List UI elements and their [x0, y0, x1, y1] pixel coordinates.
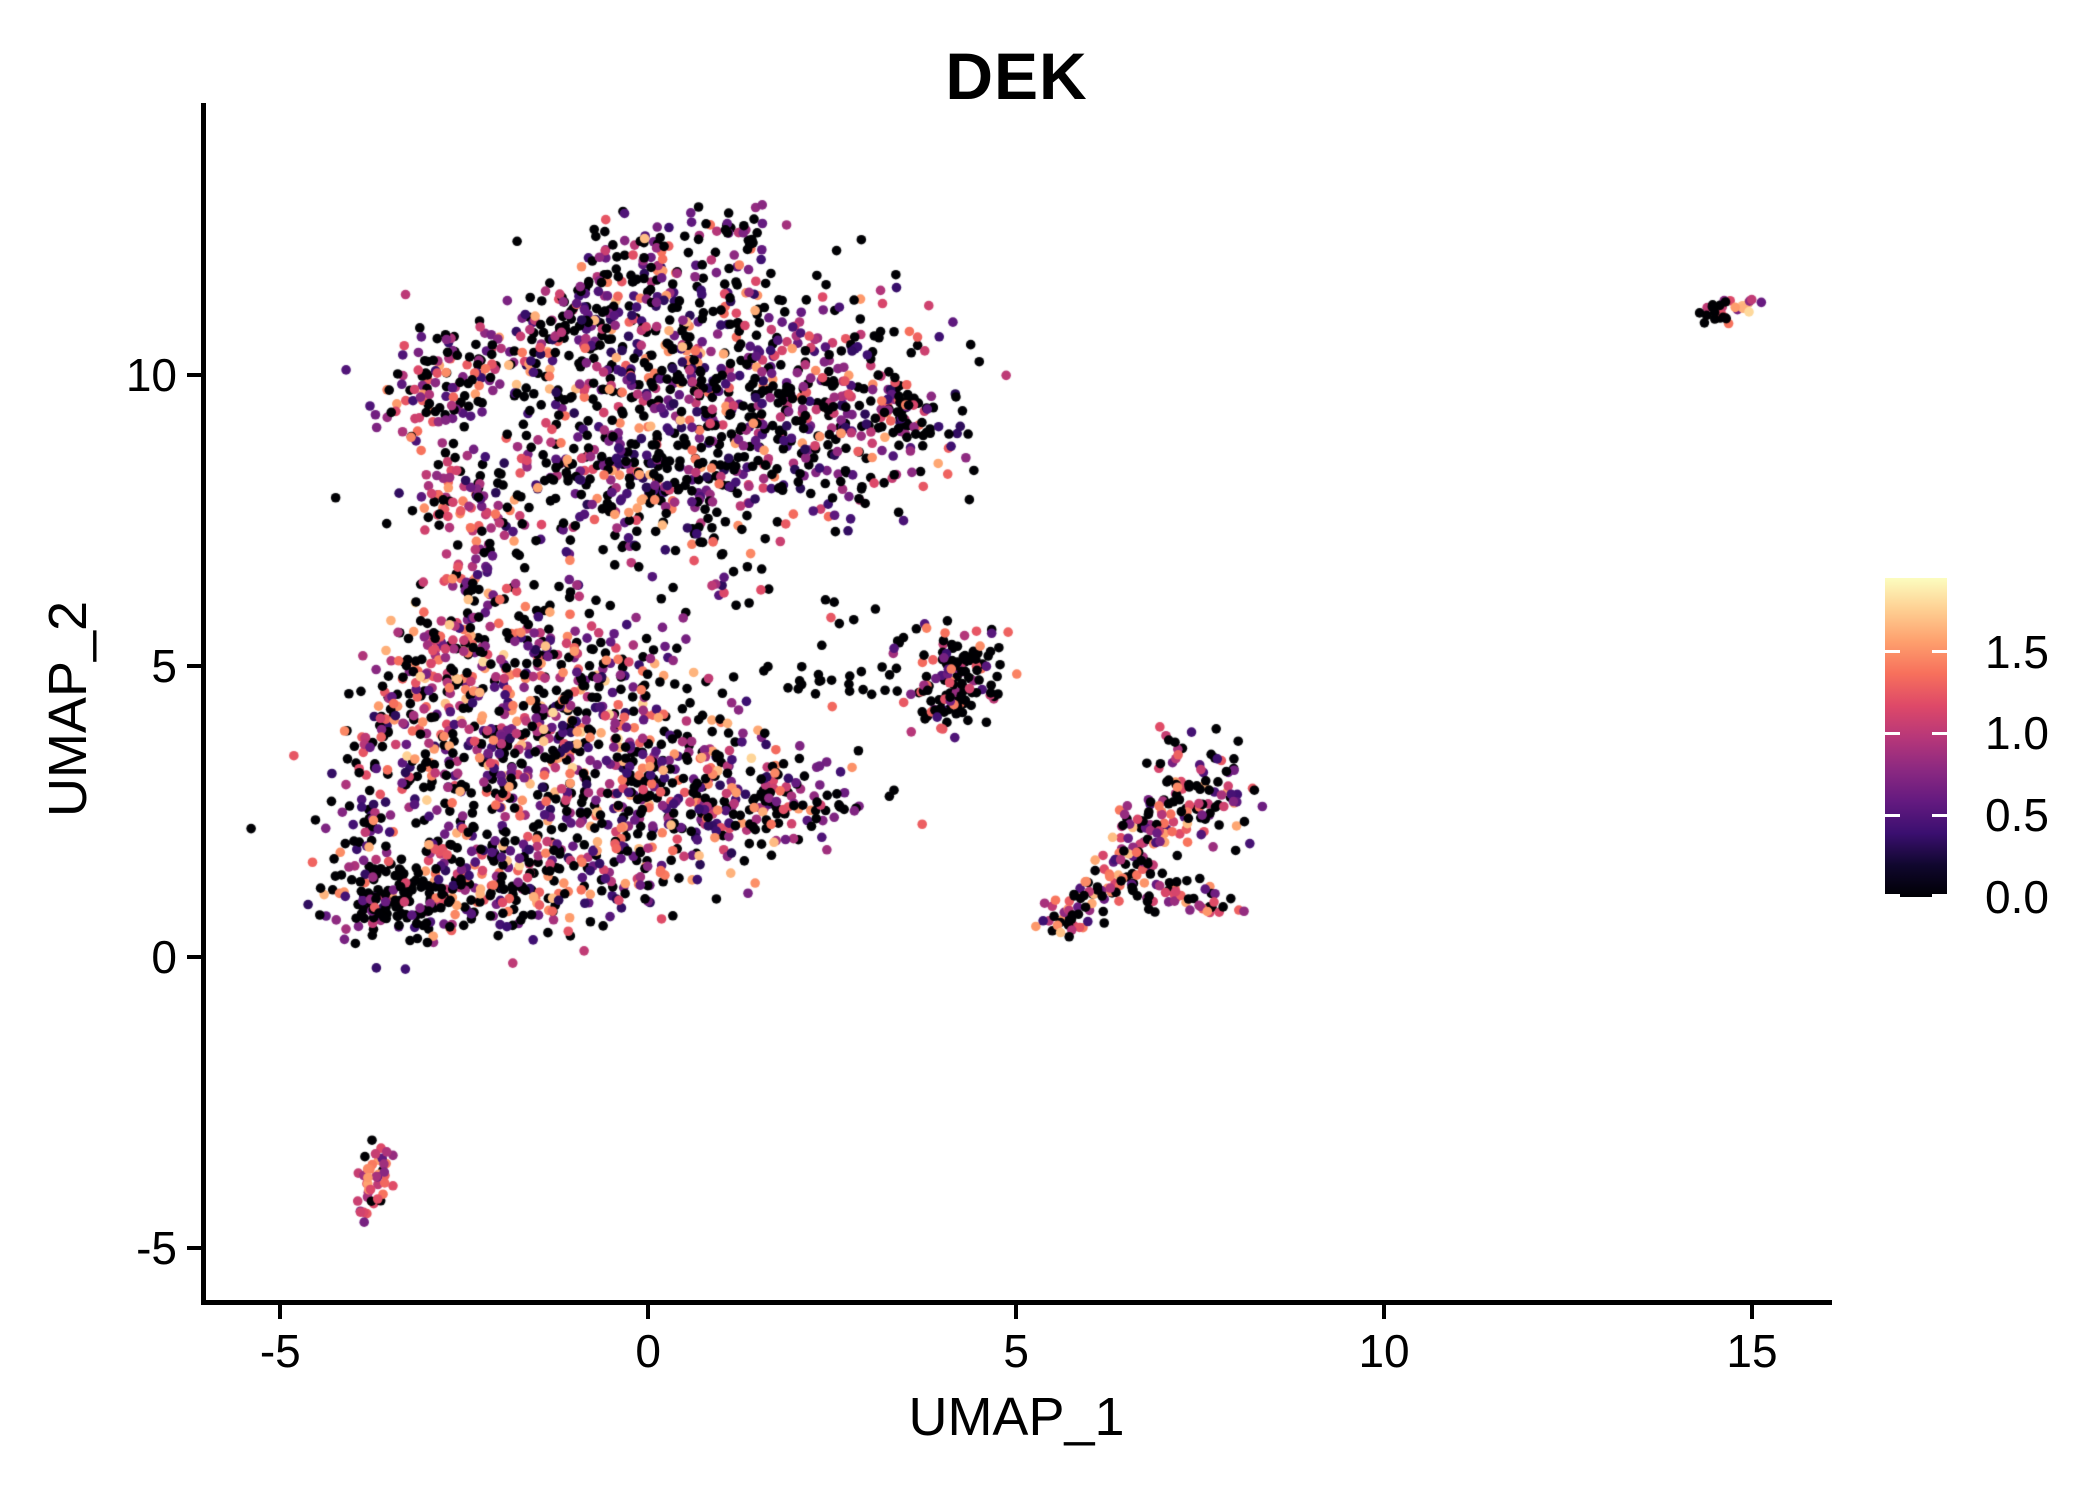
x-tick-mark	[1014, 1305, 1019, 1319]
x-tick-label: 15	[1726, 1325, 1778, 1377]
colorbar-tick-mark	[1932, 813, 1947, 817]
y-axis-title: UMAP_2	[38, 600, 98, 818]
colorbar-tick-mark	[1885, 650, 1900, 654]
x-tick-label: 0	[635, 1325, 661, 1377]
plot-title: DEK	[945, 39, 1088, 113]
x-tick-label: 5	[1003, 1325, 1029, 1377]
colorbar-tick-mark	[1885, 894, 1900, 897]
x-tick-mark	[646, 1305, 651, 1319]
y-tick-label: 10	[125, 349, 177, 401]
x-tick-mark	[1382, 1305, 1387, 1319]
colorbar-gradient	[1885, 578, 1947, 897]
colorbar-tick-mark	[1885, 813, 1900, 817]
x-tick-label: -5	[259, 1325, 301, 1377]
colorbar-tick-mark	[1932, 731, 1947, 735]
colorbar-tick-label: 0.0	[1985, 871, 2049, 923]
x-tick-mark	[1749, 1305, 1754, 1319]
y-axis-line	[201, 103, 206, 1305]
y-tick-mark	[187, 373, 201, 377]
x-tick-mark	[278, 1305, 283, 1319]
y-tick-label: -5	[136, 1221, 177, 1274]
colorbar-tick-mark	[1932, 650, 1947, 654]
y-tick-label: 0	[151, 930, 177, 983]
x-axis-line	[201, 1300, 1832, 1305]
colorbar-tick-label: 1.5	[1985, 625, 2049, 678]
y-tick-mark	[187, 1245, 201, 1250]
colorbar-tick-mark	[1885, 731, 1900, 735]
x-axis-title: UMAP_1	[908, 1387, 1125, 1447]
colorbar-tick-label: 1.0	[1985, 707, 2049, 760]
y-tick-mark	[187, 663, 201, 668]
y-tick-mark	[187, 954, 201, 959]
colorbar-tick-mark	[1932, 894, 1947, 897]
colorbar-tick-label: 0.5	[1985, 789, 2049, 842]
y-tick-label: 5	[151, 639, 177, 692]
x-tick-label: 10	[1358, 1325, 1410, 1377]
